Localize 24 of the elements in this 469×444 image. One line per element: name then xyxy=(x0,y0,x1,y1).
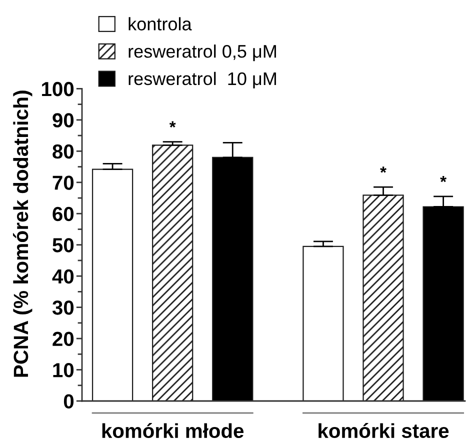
y-axis-title: PCNA (% komórek dodatnich) xyxy=(13,90,32,377)
bar xyxy=(302,246,344,401)
bar xyxy=(362,194,404,401)
y-tick-label: 40 xyxy=(52,269,74,284)
y-tick-label: 60 xyxy=(52,206,74,222)
bar xyxy=(92,168,134,401)
legend-label: resweratrol 10 μM xyxy=(128,72,276,88)
y-tick-label: 0 xyxy=(64,394,74,408)
y-tick-label: 30 xyxy=(52,300,74,315)
data-label: * xyxy=(380,166,386,173)
legend-label: kontrola xyxy=(128,17,192,30)
y-tick-label: 80 xyxy=(52,144,74,159)
legend-label: resweratrol 0,5 μM xyxy=(128,44,276,62)
x-tick-label: komórki młode xyxy=(102,423,244,438)
data-label: * xyxy=(440,176,447,182)
y-tick-label: 50 xyxy=(52,238,74,252)
y-tick-label: 10 xyxy=(53,363,74,378)
y-tick-label: 70 xyxy=(52,176,74,190)
y-tick-label: 100 xyxy=(42,82,74,96)
y-tick-label: 90 xyxy=(52,113,74,128)
y-tick-label: 20 xyxy=(52,332,74,346)
data-label: * xyxy=(169,121,176,128)
bar xyxy=(152,144,194,401)
x-tick-label: komórki stare xyxy=(318,423,449,438)
